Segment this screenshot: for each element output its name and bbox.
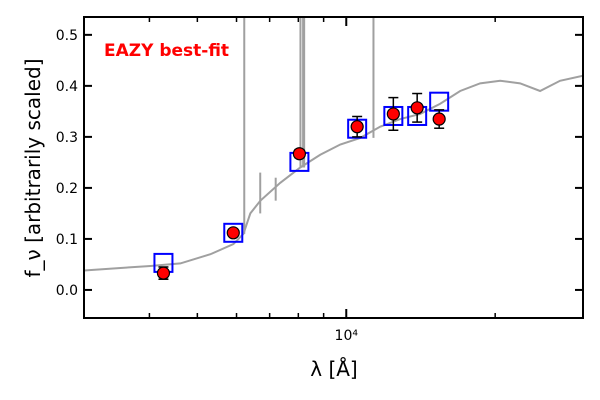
model-square (223, 222, 244, 243)
data-point (226, 226, 240, 240)
y-tick-label: 0.5 (56, 28, 78, 44)
y-tick-label: 0.2 (56, 181, 78, 197)
plot-frame (83, 16, 584, 319)
data-point (432, 112, 446, 126)
y-tick-label: 0.0 (56, 283, 78, 299)
y-tick-label: 0.4 (56, 79, 78, 95)
y-tick-label: 0.1 (56, 232, 78, 248)
x-tick-label: 10⁴ (335, 328, 359, 344)
y-tick-label: 0.3 (56, 130, 78, 146)
data-point (410, 101, 424, 115)
x-axis-label: λ [Å] (310, 357, 357, 381)
data-point (156, 266, 171, 280)
data-point (386, 107, 400, 121)
spectrum-line (84, 74, 583, 272)
y-axis-label: f_ν [arbitrarily scaled] (21, 59, 45, 278)
data-point (350, 120, 364, 134)
data-point (292, 147, 306, 161)
annotation-label: EAZY best-fit (104, 41, 229, 61)
